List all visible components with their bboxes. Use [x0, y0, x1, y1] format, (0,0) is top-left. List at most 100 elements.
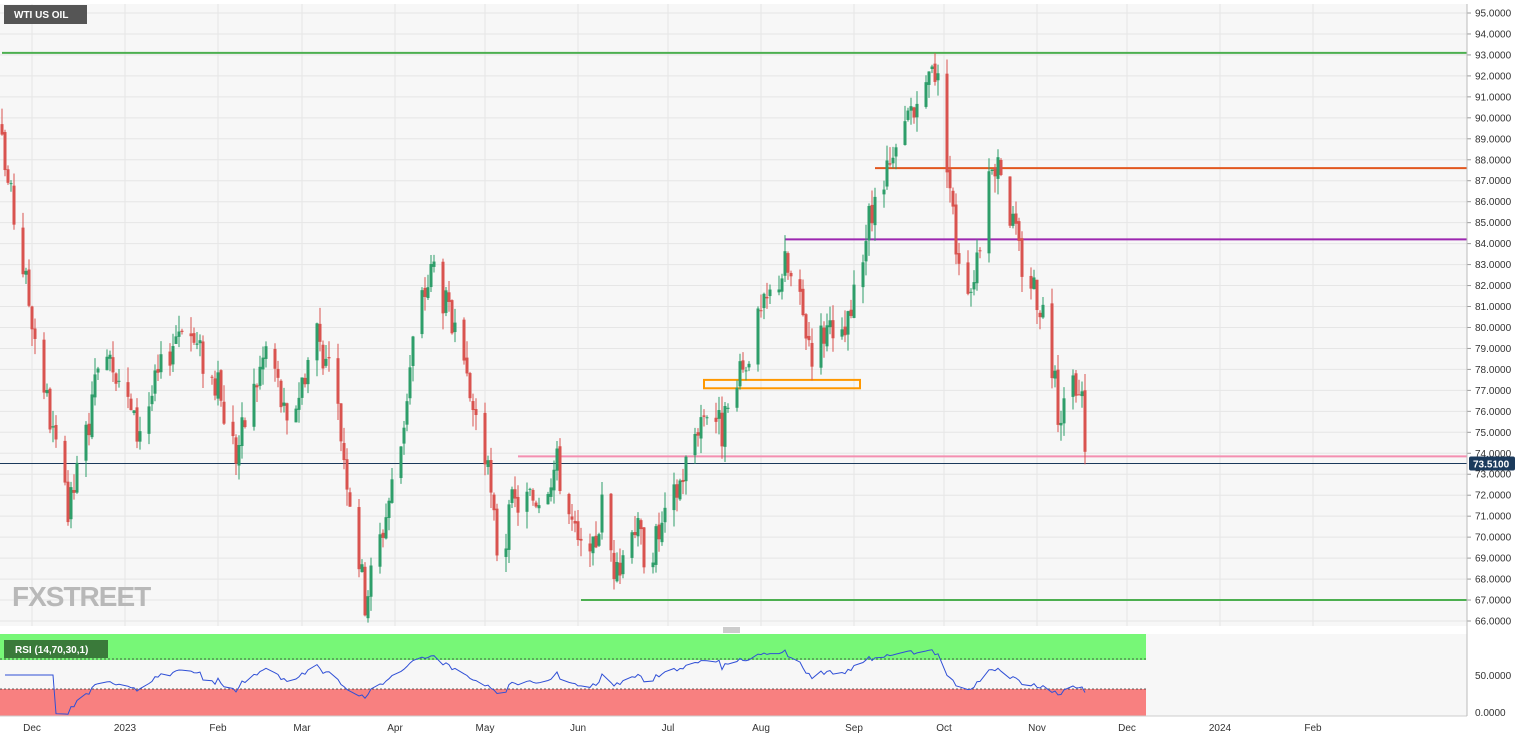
candle-body	[864, 241, 868, 262]
candle-body	[735, 387, 739, 408]
candle-body	[510, 489, 514, 504]
candle-body	[48, 388, 52, 430]
price-tick-label: 91.0000	[1475, 92, 1512, 103]
candle-body	[189, 333, 193, 337]
candle-body	[903, 121, 907, 145]
candle-body	[24, 270, 28, 275]
price-tick-label: 90.0000	[1475, 113, 1512, 124]
candle-body	[33, 328, 37, 339]
candle-body	[399, 446, 403, 479]
candle-body	[681, 479, 685, 483]
candle-body	[633, 532, 637, 536]
panel-resize-handle[interactable]	[723, 627, 740, 633]
candle-body	[969, 291, 973, 293]
candle-body	[966, 262, 970, 294]
candle-body	[840, 329, 844, 337]
candle-body	[843, 326, 847, 336]
rsi-oversold-zone	[0, 689, 1146, 716]
candle-body	[948, 169, 952, 189]
candle-body	[888, 163, 892, 165]
candle-body	[135, 407, 139, 442]
price-tick-label: 92.0000	[1475, 71, 1512, 82]
candle-body	[786, 253, 790, 273]
candle-body	[915, 103, 919, 118]
candle-body	[492, 494, 496, 511]
current-price-tag: 73.5100	[1469, 456, 1515, 471]
price-tick-label: 72.0000	[1475, 491, 1512, 502]
candle-body	[1074, 373, 1078, 396]
candle-body	[243, 420, 247, 428]
candle-body	[831, 320, 835, 339]
rsi-line	[5, 649, 1086, 715]
rsi-tick-50: 50.0000	[1475, 671, 1512, 682]
candle-body	[54, 424, 58, 440]
candle-body	[1053, 370, 1057, 379]
candle-body	[132, 410, 136, 414]
candle-body	[513, 489, 517, 499]
price-tick-label: 79.0000	[1475, 344, 1512, 355]
candle-body	[12, 185, 16, 225]
candle-body	[756, 308, 760, 365]
candle-body	[630, 532, 634, 558]
time-tick-label: Dec	[1118, 723, 1136, 734]
candle-body	[657, 524, 661, 540]
candle-body	[387, 500, 391, 518]
candle-body	[216, 372, 220, 399]
candle-body	[369, 565, 373, 597]
candle-body	[234, 437, 238, 464]
candle-body	[780, 278, 784, 292]
price-tick-label: 70.0000	[1475, 533, 1512, 544]
candle-body	[201, 341, 205, 374]
candle-body	[1038, 312, 1042, 318]
price-tick-label: 85.0000	[1475, 218, 1512, 229]
candle-body	[894, 147, 898, 157]
candle-body	[1062, 398, 1066, 424]
candle-body	[150, 395, 154, 405]
candle-body	[1032, 277, 1036, 290]
chart-title: WTI US OIL	[14, 10, 68, 21]
candle-body	[63, 440, 67, 483]
time-tick-label: Jul	[662, 723, 675, 734]
candle-body	[210, 376, 214, 378]
candle-body	[990, 169, 994, 172]
candle-body	[654, 526, 658, 565]
rsi-overbought-zone	[0, 634, 1146, 660]
candle-body	[594, 535, 598, 548]
candle-body	[156, 368, 160, 373]
candle-body	[525, 491, 529, 512]
candle-body	[6, 169, 10, 183]
candle-body	[153, 370, 157, 394]
candle-body	[357, 507, 361, 570]
candle-body	[252, 383, 256, 427]
candle-body	[747, 363, 751, 368]
candle-body	[315, 323, 319, 361]
candle-body	[105, 356, 109, 371]
price-tick-label: 93.0000	[1475, 50, 1512, 61]
price-tick-label: 80.0000	[1475, 323, 1512, 334]
candle-body	[801, 288, 805, 316]
candle-body	[702, 415, 706, 417]
candle-body	[264, 346, 268, 359]
price-tick-label: 87.0000	[1475, 176, 1512, 187]
candle-body	[924, 82, 928, 107]
candle-body	[783, 251, 787, 276]
candle-body	[318, 323, 322, 342]
candle-body	[219, 370, 223, 401]
candle-body	[453, 322, 457, 333]
price-tick-label: 81.0000	[1475, 302, 1512, 313]
candle-body	[444, 290, 448, 313]
plot-area[interactable]	[0, 4, 1467, 626]
price-tick-label: 82.0000	[1475, 281, 1512, 292]
candlesticks	[0, 53, 1087, 623]
rsi-panel[interactable]: RSI (14,70,30,1) 50.0000 0.0000	[0, 634, 1512, 719]
candle-body	[615, 561, 619, 582]
candle-body	[258, 366, 262, 386]
candle-body	[471, 401, 475, 411]
candle-body	[534, 502, 538, 507]
candle-body	[891, 157, 895, 164]
price-tick-label: 86.0000	[1475, 197, 1512, 208]
candle-body	[465, 357, 469, 374]
candle-body	[72, 490, 76, 493]
candle-body	[324, 358, 328, 366]
